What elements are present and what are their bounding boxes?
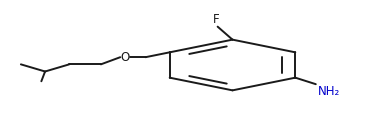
Text: NH₂: NH₂ (318, 85, 340, 98)
Text: F: F (212, 13, 219, 26)
Text: O: O (121, 51, 130, 64)
